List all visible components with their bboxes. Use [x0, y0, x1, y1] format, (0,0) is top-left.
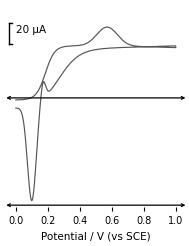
Text: 20 μA: 20 μA: [16, 25, 47, 35]
X-axis label: Potential / V (vs SCE): Potential / V (vs SCE): [41, 232, 151, 242]
